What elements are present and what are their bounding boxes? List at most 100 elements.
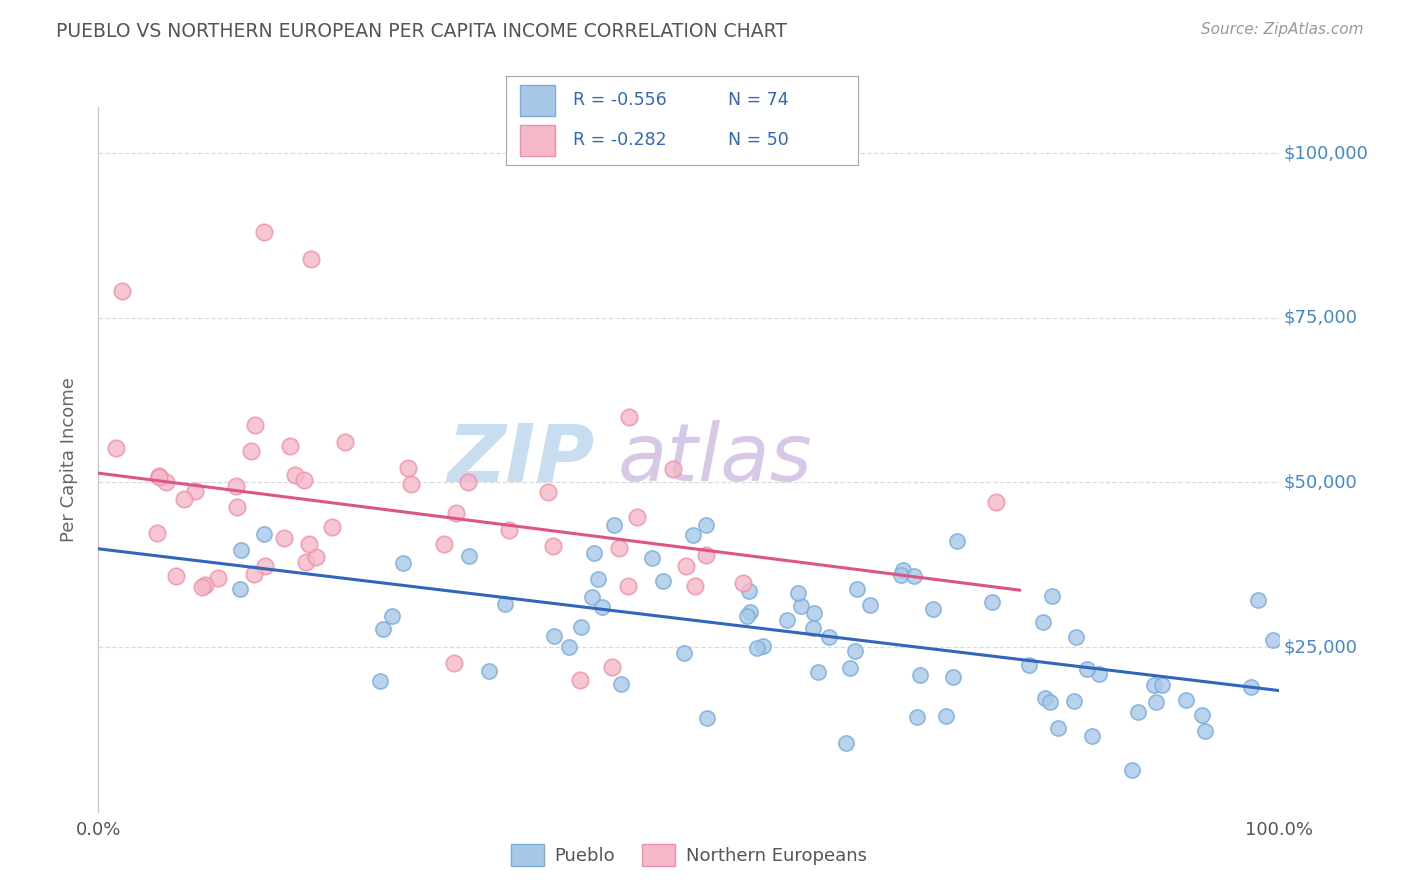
- Point: [733, 575, 755, 590]
- FancyBboxPatch shape: [520, 125, 555, 156]
- Point: [845, 582, 868, 596]
- Point: [801, 621, 824, 635]
- Point: [335, 434, 357, 449]
- Text: R = -0.556: R = -0.556: [574, 91, 666, 109]
- Text: PUEBLO VS NORTHERN EUROPEAN PER CAPITA INCOME CORRELATION CHART: PUEBLO VS NORTHERN EUROPEAN PER CAPITA I…: [56, 22, 787, 41]
- Point: [1121, 764, 1143, 778]
- Point: [1064, 631, 1087, 645]
- Point: [921, 602, 943, 616]
- Point: [626, 509, 648, 524]
- Point: [603, 517, 626, 532]
- Point: [433, 537, 456, 551]
- Point: [682, 528, 704, 542]
- Point: [1247, 592, 1270, 607]
- Point: [839, 661, 862, 675]
- Point: [183, 484, 205, 499]
- Point: [1047, 721, 1070, 735]
- Point: [1191, 707, 1213, 722]
- Point: [557, 640, 579, 654]
- Point: [229, 582, 252, 596]
- Point: [745, 641, 768, 656]
- Point: [675, 559, 697, 574]
- Point: [1143, 678, 1166, 692]
- Point: [610, 677, 633, 691]
- Point: [582, 546, 605, 560]
- Point: [1175, 693, 1198, 707]
- Point: [229, 543, 252, 558]
- Text: ZIP: ZIP: [447, 420, 595, 499]
- Point: [946, 534, 969, 549]
- Text: $100,000: $100,000: [1284, 145, 1368, 162]
- Point: [240, 444, 263, 458]
- Point: [443, 656, 465, 670]
- Point: [292, 473, 315, 487]
- Point: [569, 620, 592, 634]
- Point: [305, 549, 328, 564]
- Point: [935, 709, 957, 723]
- Point: [685, 578, 707, 592]
- Text: R = -0.282: R = -0.282: [574, 131, 666, 149]
- Point: [148, 469, 170, 483]
- Point: [391, 557, 413, 571]
- Point: [600, 660, 623, 674]
- Point: [1081, 729, 1104, 743]
- Point: [844, 644, 866, 658]
- Point: [905, 710, 928, 724]
- Text: $75,000: $75,000: [1284, 309, 1357, 326]
- Point: [803, 606, 825, 620]
- Point: [1263, 632, 1285, 647]
- Point: [253, 527, 276, 541]
- Point: [226, 500, 249, 515]
- Point: [738, 583, 761, 598]
- Point: [1126, 706, 1149, 720]
- Point: [859, 599, 882, 613]
- Point: [890, 567, 912, 582]
- Point: [651, 574, 673, 588]
- Point: [399, 477, 422, 491]
- Point: [207, 571, 229, 585]
- Point: [696, 710, 718, 724]
- Point: [835, 736, 858, 750]
- Point: [981, 594, 1004, 608]
- FancyBboxPatch shape: [520, 85, 555, 116]
- Point: [1033, 691, 1056, 706]
- Point: [1144, 695, 1167, 709]
- Point: [588, 572, 610, 586]
- Text: atlas: atlas: [619, 420, 813, 499]
- Point: [381, 609, 404, 624]
- Point: [371, 622, 394, 636]
- Point: [457, 549, 479, 563]
- Point: [818, 630, 841, 644]
- Point: [155, 475, 177, 489]
- Point: [1240, 680, 1263, 694]
- Point: [321, 519, 343, 533]
- Point: [278, 439, 301, 453]
- Point: [245, 418, 267, 433]
- Point: [148, 469, 170, 483]
- Point: [591, 600, 613, 615]
- Point: [457, 475, 479, 489]
- Point: [105, 441, 128, 455]
- Point: [243, 566, 266, 581]
- Point: [1032, 615, 1054, 629]
- Point: [607, 541, 630, 555]
- Point: [776, 613, 799, 627]
- Point: [368, 674, 391, 689]
- Point: [253, 559, 276, 574]
- Point: [498, 524, 520, 538]
- Text: N = 50: N = 50: [728, 131, 789, 149]
- Point: [494, 597, 516, 611]
- Point: [165, 569, 187, 583]
- Point: [173, 491, 195, 506]
- Point: [891, 563, 914, 577]
- Point: [446, 506, 468, 520]
- Point: [806, 665, 828, 679]
- Point: [1088, 667, 1111, 681]
- Y-axis label: Per Capita Income: Per Capita Income: [59, 377, 77, 541]
- Text: N = 74: N = 74: [728, 91, 789, 109]
- Point: [541, 539, 564, 553]
- Point: [984, 495, 1007, 509]
- Text: $25,000: $25,000: [1284, 638, 1357, 657]
- Legend: Pueblo, Northern Europeans: Pueblo, Northern Europeans: [503, 837, 875, 873]
- Point: [740, 606, 762, 620]
